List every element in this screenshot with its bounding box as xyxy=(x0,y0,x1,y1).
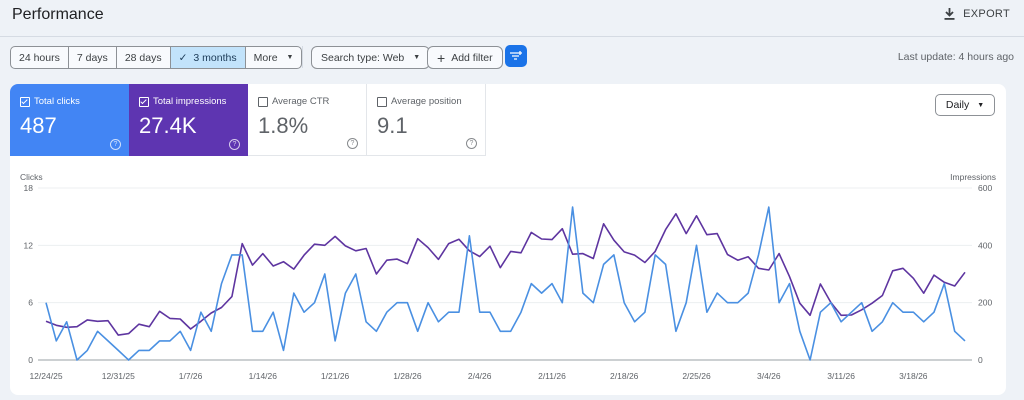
metric-value: 27.4K xyxy=(139,113,197,138)
more-label: More xyxy=(253,51,278,64)
add-filter-button[interactable]: + Add filter xyxy=(427,46,503,69)
y-tick-left: 12 xyxy=(24,240,34,250)
x-tick: 3/4/26 xyxy=(757,371,781,381)
metric-value: 9.1 xyxy=(377,113,408,138)
last-update: Last update: 4 hours ago xyxy=(897,51,1014,63)
series-line-clicks xyxy=(45,206,966,361)
y-axis-left-label: Clicks xyxy=(20,172,43,182)
range-24-hours[interactable]: 24 hours xyxy=(11,47,69,68)
granularity-label: Daily xyxy=(945,99,970,111)
y-tick-left: 0 xyxy=(28,355,33,365)
x-tick: 2/4/26 xyxy=(468,371,492,381)
y-tick-left: 6 xyxy=(28,298,33,308)
caret-down-icon: ▼ xyxy=(286,54,294,61)
download-icon xyxy=(944,8,955,20)
metric-total-clicks[interactable]: Total clicks 487 ? xyxy=(10,84,129,156)
x-tick: 12/24/25 xyxy=(29,371,62,381)
checkbox-checked-icon[interactable] xyxy=(20,96,30,107)
x-tick: 12/31/25 xyxy=(102,371,135,381)
y-tick-right: 200 xyxy=(978,298,992,308)
x-tick: 3/11/26 xyxy=(827,371,855,381)
header-divider xyxy=(0,36,1024,37)
caret-down-icon: ▼ xyxy=(413,54,421,61)
page-title: Performance xyxy=(12,6,104,23)
x-tick: 1/21/26 xyxy=(321,371,350,381)
performance-card: Total clicks 487 ? Total impressions 27.… xyxy=(10,84,1006,395)
filter-settings-button[interactable] xyxy=(505,45,527,67)
help-icon[interactable]: ? xyxy=(347,138,358,149)
help-icon[interactable]: ? xyxy=(229,139,240,150)
y-tick-right: 600 xyxy=(978,183,992,193)
metric-value: 1.8% xyxy=(258,113,309,138)
x-tick: 1/7/26 xyxy=(179,371,203,381)
date-range-selector: 24 hours 7 days 28 days ✓ 3 months More ▼ xyxy=(10,46,303,69)
metric-label: Average position xyxy=(391,96,462,107)
add-filter-label: Add filter xyxy=(451,51,493,64)
check-icon: ✓ xyxy=(178,51,188,64)
y-tick-right: 0 xyxy=(978,355,983,365)
help-icon[interactable]: ? xyxy=(110,139,121,150)
plus-icon: + xyxy=(437,49,446,66)
checkbox-icon[interactable] xyxy=(258,96,268,107)
metric-label: Total clicks xyxy=(34,96,80,107)
x-tick: 1/14/26 xyxy=(249,371,278,381)
metric-average-ctr[interactable]: Average CTR 1.8% ? xyxy=(248,84,367,156)
range-3-months-label: 3 months xyxy=(193,51,237,64)
range-more-dropdown[interactable]: More ▼ xyxy=(246,47,302,68)
series-line-impressions xyxy=(45,213,966,336)
export-label: EXPORT xyxy=(963,8,1010,20)
filter-separator xyxy=(302,46,303,68)
filter-icon xyxy=(510,51,522,60)
range-28-days[interactable]: 28 days xyxy=(117,47,171,68)
checkbox-icon[interactable] xyxy=(377,96,387,107)
search-type-dropdown[interactable]: Search type: Web ▼ xyxy=(311,46,431,69)
y-axis-right-label: Impressions xyxy=(950,172,996,182)
caret-down-icon: ▼ xyxy=(977,101,985,109)
metric-label: Average CTR xyxy=(272,96,330,107)
y-tick-left: 18 xyxy=(24,183,34,193)
x-tick: 2/18/26 xyxy=(610,371,639,381)
range-3-months[interactable]: ✓ 3 months xyxy=(170,47,246,68)
search-type-label: Search type: Web xyxy=(321,51,405,64)
metric-label: Total impressions xyxy=(153,96,227,107)
checkbox-checked-icon[interactable] xyxy=(139,96,149,107)
x-tick: 1/28/26 xyxy=(393,371,422,381)
x-tick: 2/25/26 xyxy=(682,371,711,381)
metric-value: 487 xyxy=(20,113,57,138)
x-tick: 3/18/26 xyxy=(899,371,928,381)
metric-average-position[interactable]: Average position 9.1 ? xyxy=(367,84,486,156)
y-tick-right: 400 xyxy=(978,240,992,250)
granularity-dropdown[interactable]: Daily ▼ xyxy=(935,94,995,116)
x-tick: 2/11/26 xyxy=(538,371,566,381)
export-button[interactable]: EXPORT xyxy=(944,8,1010,20)
range-7-days[interactable]: 7 days xyxy=(69,47,117,68)
help-icon[interactable]: ? xyxy=(466,138,477,149)
metric-total-impressions[interactable]: Total impressions 27.4K ? xyxy=(129,84,248,156)
